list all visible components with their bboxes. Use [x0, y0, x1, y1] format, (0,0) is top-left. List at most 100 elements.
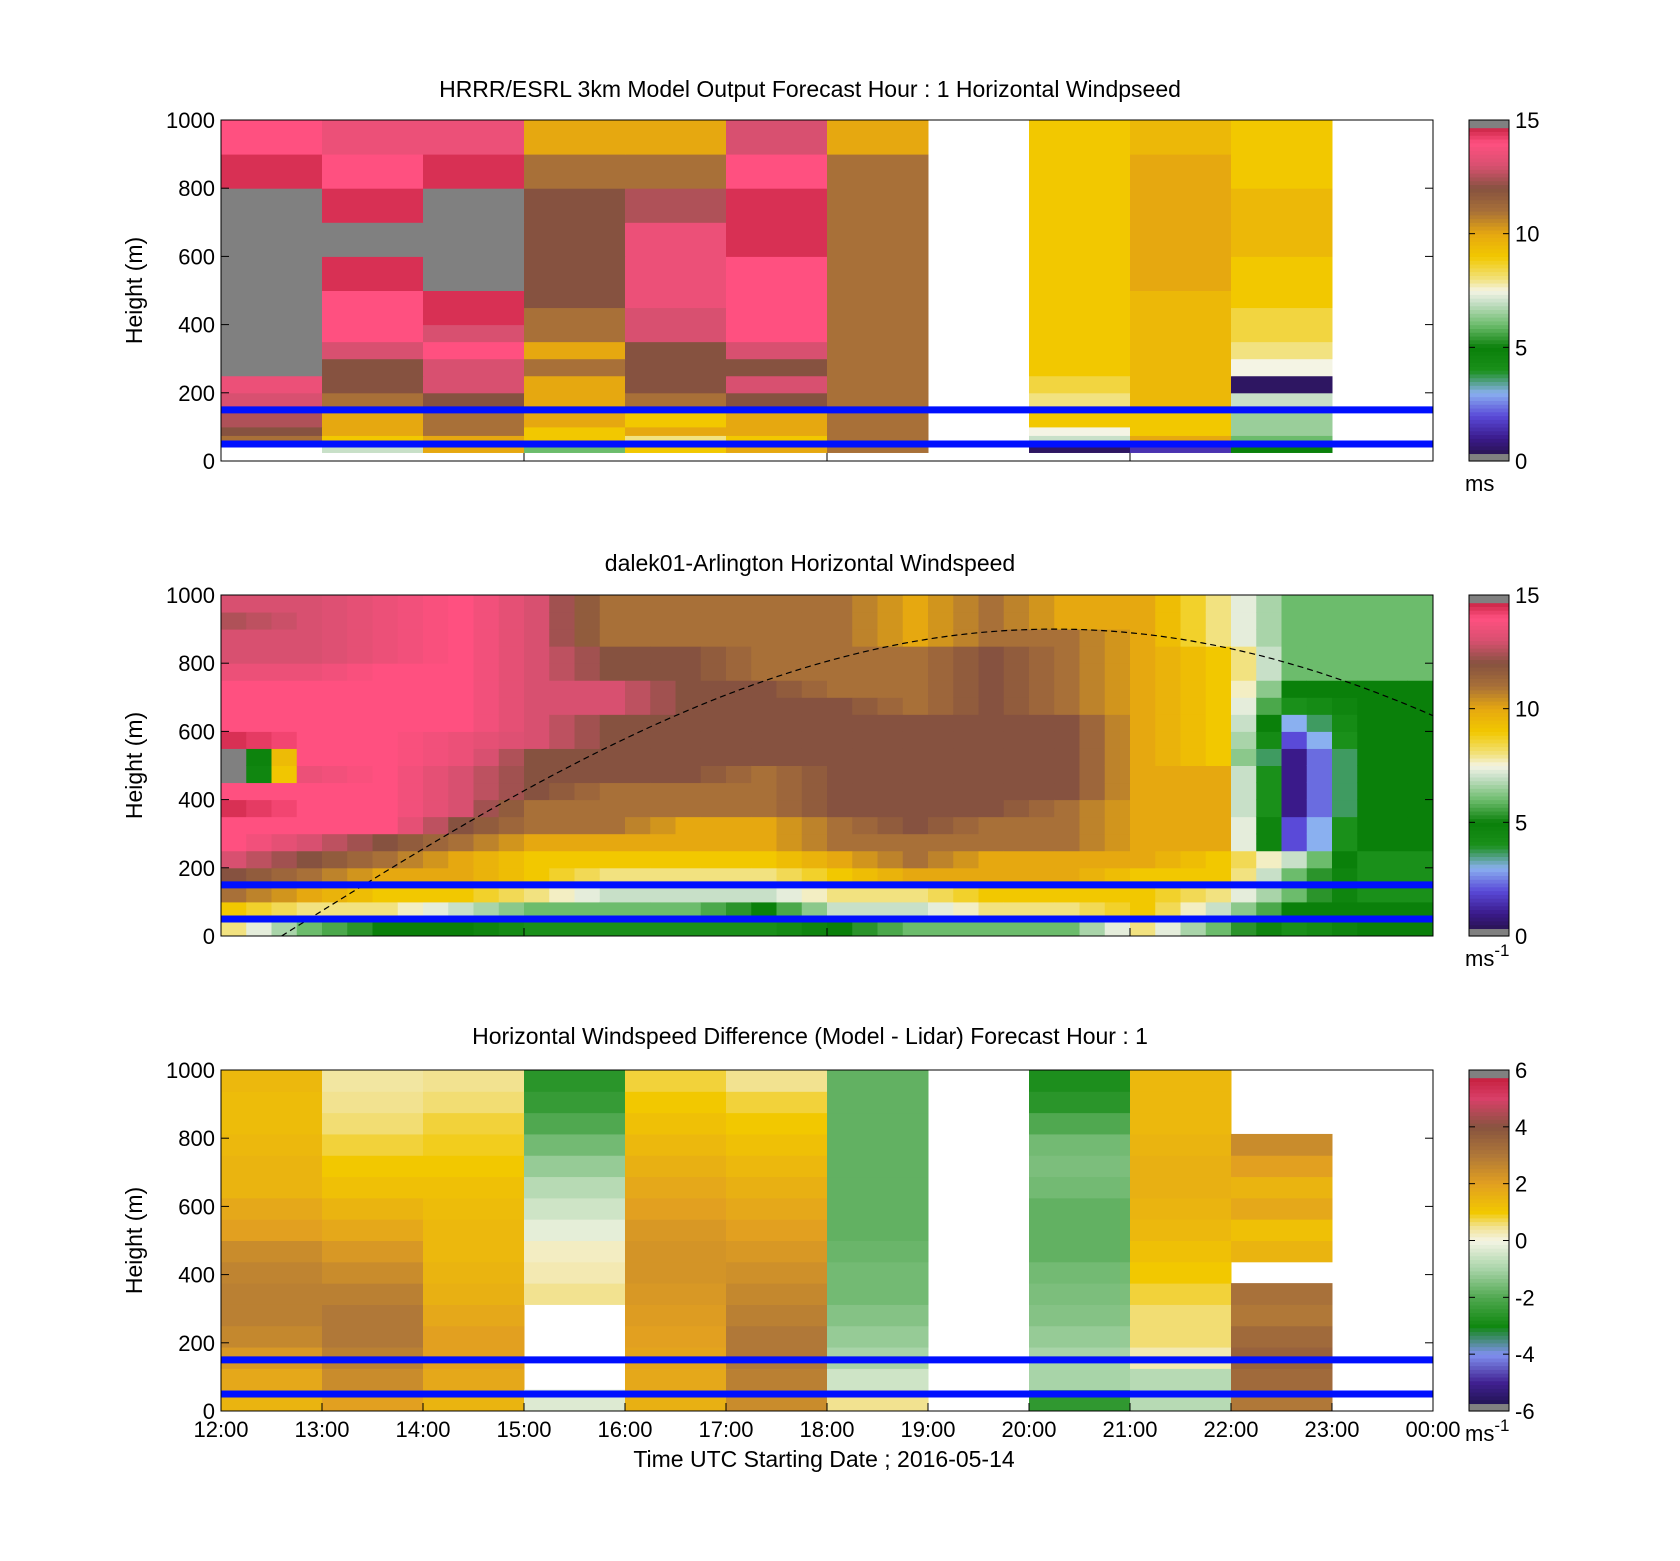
heatmap-cell [852, 901, 878, 920]
colorbar-tick-label: 0 [1515, 449, 1527, 474]
heatmap-cell [423, 426, 525, 436]
heatmap-cell [1281, 714, 1308, 732]
colorbar-segment [1469, 1217, 1509, 1223]
heatmap-cell [397, 629, 424, 647]
heatmap-cell [599, 799, 626, 818]
heatmap-cell [751, 782, 777, 801]
heatmap-cell [625, 1261, 727, 1284]
colorbar-segment [1469, 867, 1509, 873]
heatmap-cell [827, 1304, 929, 1327]
heatmap-cell [1180, 799, 1207, 818]
heatmap-cell [625, 867, 651, 886]
heatmap-cell [347, 629, 373, 647]
colorbar-segment [1469, 644, 1509, 649]
heatmap-cell [1029, 850, 1055, 869]
heatmap-cell [1130, 1197, 1232, 1220]
colorbar-segment [1469, 632, 1509, 638]
heatmap-cell [347, 918, 373, 937]
x-tick-label: 13:00 [294, 1417, 349, 1442]
heatmap-cell [1231, 884, 1257, 903]
heatmap-cell [953, 884, 979, 903]
heatmap-cell [1231, 435, 1333, 445]
x-tick-label: 15:00 [496, 1417, 551, 1442]
colorbar-segment [1469, 290, 1509, 295]
colorbar-segment [1469, 742, 1509, 748]
colorbar-segment [1469, 757, 1509, 763]
heatmap-cell [397, 663, 424, 681]
heatmap-cell [524, 697, 550, 715]
heatmap-cell [221, 748, 247, 766]
heatmap-cell [902, 629, 929, 647]
heatmap-cell [221, 867, 247, 886]
heatmap-cell [1003, 901, 1030, 920]
colorbar-segment [1469, 674, 1509, 679]
colorbar-segment [1469, 457, 1509, 462]
colorbar-segment [1469, 1285, 1509, 1291]
heatmap-cell [1054, 867, 1080, 886]
colorbar-segment [1469, 415, 1509, 420]
heatmap-cell [1180, 612, 1207, 630]
heatmap-cell [372, 680, 399, 698]
colorbar-segment [1469, 1346, 1509, 1351]
heatmap-cell [625, 222, 727, 257]
colorbar-segment [1469, 354, 1509, 360]
heatmap-cell [448, 748, 474, 766]
heatmap-cell [726, 358, 828, 377]
heatmap-cell [448, 884, 474, 903]
heatmap-cell [1130, 646, 1156, 664]
y-tick-label: 1000 [166, 108, 215, 133]
heatmap-cell [524, 918, 550, 937]
heatmap-cell [599, 595, 626, 613]
heatmap-cell [902, 612, 929, 630]
heatmap-cell [549, 595, 575, 613]
colorbar-segment [1469, 685, 1509, 691]
heatmap-cell [448, 816, 474, 835]
heatmap-cell [1029, 680, 1055, 698]
heatmap-cell [296, 646, 323, 664]
heatmap-cell [953, 629, 979, 647]
colorbar-segment [1469, 1070, 1509, 1075]
heatmap-cell [700, 697, 727, 715]
colorbar-segment [1469, 343, 1509, 348]
colorbar-segment [1469, 848, 1509, 854]
heatmap-cell [1382, 799, 1409, 818]
colorbar-segment [1469, 693, 1509, 698]
heatmap-cell [625, 443, 727, 453]
x-axis [523, 453, 1131, 461]
heatmap-cell [347, 782, 373, 801]
heatmap-cell [221, 918, 247, 937]
heatmap-cell [1130, 782, 1156, 801]
heatmap-cell [296, 697, 323, 715]
heatmap-cell [1256, 833, 1282, 852]
heatmap-cell [776, 629, 803, 647]
heatmap-cell [1029, 782, 1055, 801]
heatmap-cell [726, 833, 752, 852]
heatmap-cell [397, 731, 424, 749]
reference-lines [221, 406, 1433, 448]
heatmap-cell [1306, 595, 1333, 613]
heatmap-cell [625, 884, 651, 903]
x-tick-label: 14:00 [395, 1417, 450, 1442]
heatmap-cell [397, 918, 424, 937]
heatmap-cell [221, 154, 323, 189]
colorbar-segment [1469, 279, 1509, 284]
heatmap-cell [448, 782, 474, 801]
x-tick-label: 19:00 [900, 1417, 955, 1442]
heatmap-cell [675, 612, 702, 630]
heatmap-cell [322, 435, 424, 445]
heatmap-cell [1357, 918, 1383, 937]
heatmap-cell [574, 595, 601, 613]
heatmap-cell [574, 901, 601, 920]
heatmap-cell [625, 435, 727, 445]
heatmap-cell [953, 765, 979, 784]
heatmap-cell [650, 884, 676, 903]
heatmap-cell [1256, 714, 1282, 732]
heatmap-cell [978, 697, 1005, 715]
colorbar-segment [1469, 613, 1509, 619]
heatmap-cell [1231, 918, 1257, 937]
colorbar-segment [1469, 1304, 1509, 1310]
colorbar-segment [1469, 1141, 1509, 1147]
heatmap-cell [827, 1219, 929, 1241]
colorbar-segment [1469, 294, 1509, 299]
heatmap-cell [1281, 629, 1308, 647]
